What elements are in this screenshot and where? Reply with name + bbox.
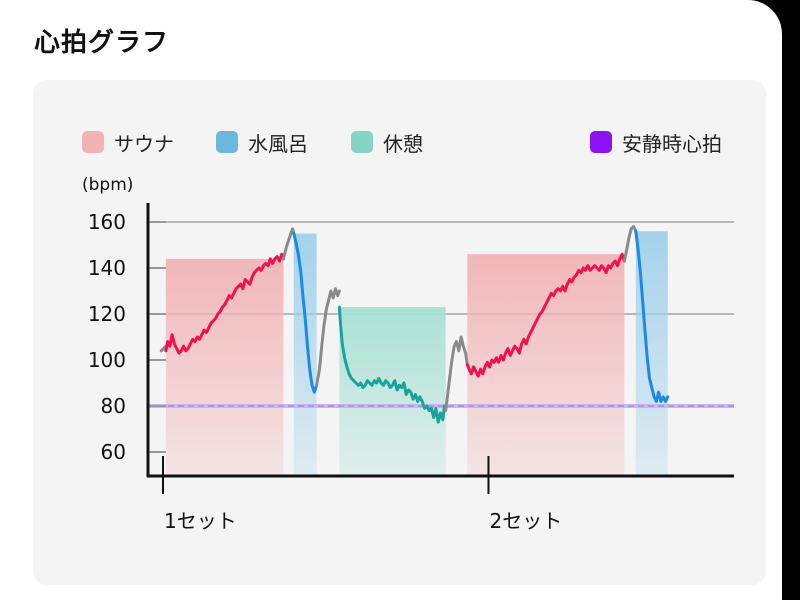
series-line-sauna [465, 252, 626, 378]
legend-swatch-resting-hr [590, 131, 612, 153]
y-tick-label: 80 [101, 394, 126, 418]
legend-label-resting-hr: 安静時心拍 [622, 131, 722, 156]
phase-band-rest [339, 307, 446, 476]
y-tick-label: 100 [88, 348, 126, 372]
phase-band-sauna [165, 258, 284, 476]
y-tick-label: 60 [101, 440, 126, 464]
legend-label-cold-bath: 水風呂 [248, 131, 308, 156]
set-label: 1セット [164, 509, 237, 533]
legend-swatch-rest [351, 131, 373, 153]
page-title: 心拍グラフ [34, 28, 170, 58]
y-tick-label: 160 [88, 210, 126, 234]
legend-rest: 休憩 [351, 130, 423, 156]
series-line-transition [315, 287, 341, 387]
legend-swatch-cold-bath [216, 131, 238, 153]
legend-label-sauna: サウナ [114, 131, 174, 156]
phase-band-sauna [467, 254, 625, 476]
y-tick-label: 140 [88, 256, 126, 280]
series-line-sauna [164, 252, 285, 355]
series-line-transition [282, 227, 296, 261]
y-tick-label: 120 [88, 302, 126, 326]
series-line-transition [444, 335, 469, 413]
set-label: 2セット [489, 509, 562, 533]
phase-band-cold [293, 233, 317, 476]
series-line-cold [292, 232, 319, 394]
legend-resting-hr: 安静時心拍 [590, 130, 722, 156]
series-line-rest [337, 305, 448, 424]
legend-label-rest: 休憩 [383, 131, 423, 156]
series-line-cold [634, 229, 670, 403]
y-axis-unit: (bpm) [82, 175, 134, 195]
legend-swatch-sauna [82, 131, 104, 153]
legend-sauna: サウナ [82, 130, 174, 156]
legend-cold-bath: 水風呂 [216, 130, 308, 156]
series-line-transition [622, 225, 638, 263]
